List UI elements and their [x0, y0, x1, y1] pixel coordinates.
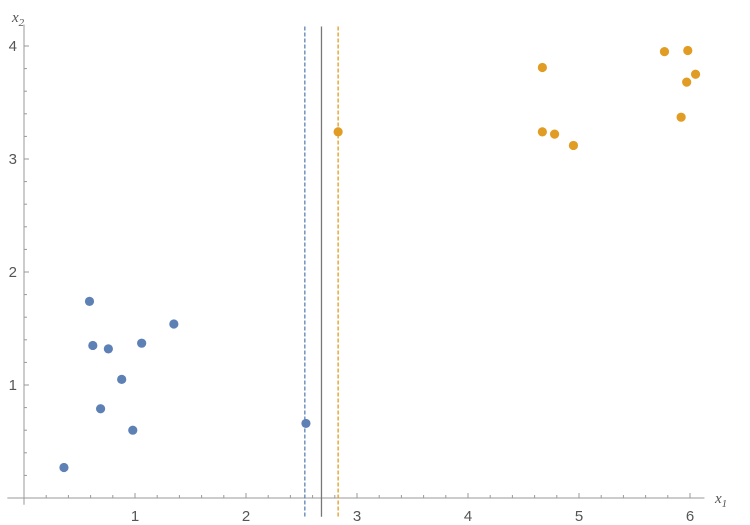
- data-point-series-1: [84, 296, 95, 306]
- data-point-series-1: [169, 319, 179, 329]
- y-axis-label: x2: [11, 10, 25, 29]
- y-tick-label: 4: [9, 38, 17, 55]
- data-point-series-2: [659, 47, 670, 57]
- data-point-series-2: [690, 69, 701, 79]
- data-point-series-2: [537, 127, 547, 137]
- data-point-series-2: [333, 127, 343, 137]
- data-point-series-1: [88, 340, 98, 351]
- data-point-series-1: [59, 462, 69, 473]
- data-point-series-1: [103, 344, 113, 354]
- data-point-series-1: [137, 338, 147, 348]
- y-tick-label: 2: [9, 264, 17, 281]
- x-tick-label: 4: [464, 508, 472, 525]
- data-point-series-1: [128, 425, 138, 435]
- x-tick-label: 3: [353, 508, 361, 525]
- y-tick-label: 3: [9, 151, 17, 168]
- data-point-series-2: [682, 77, 692, 87]
- x-tick-label: 2: [242, 508, 250, 525]
- data-point-series-1: [117, 374, 127, 384]
- data-point-series-2: [676, 112, 686, 122]
- data-point-series-2: [537, 62, 547, 73]
- data-point-series-1: [95, 404, 106, 414]
- y-tick-label: 1: [9, 377, 17, 394]
- x-tick-label: 1: [131, 508, 139, 525]
- data-point-series-2: [568, 140, 579, 151]
- x-tick-label: 6: [686, 508, 694, 525]
- x-tick-label: 5: [575, 508, 583, 525]
- y-axis-label-subscript: 2: [19, 17, 25, 29]
- data-point-series-2: [549, 129, 560, 139]
- data-point-series-2: [683, 45, 693, 56]
- x-axis-label: x1: [714, 491, 727, 510]
- x-axis-label-subscript: 1: [722, 498, 728, 510]
- data-point-series-1: [301, 418, 311, 429]
